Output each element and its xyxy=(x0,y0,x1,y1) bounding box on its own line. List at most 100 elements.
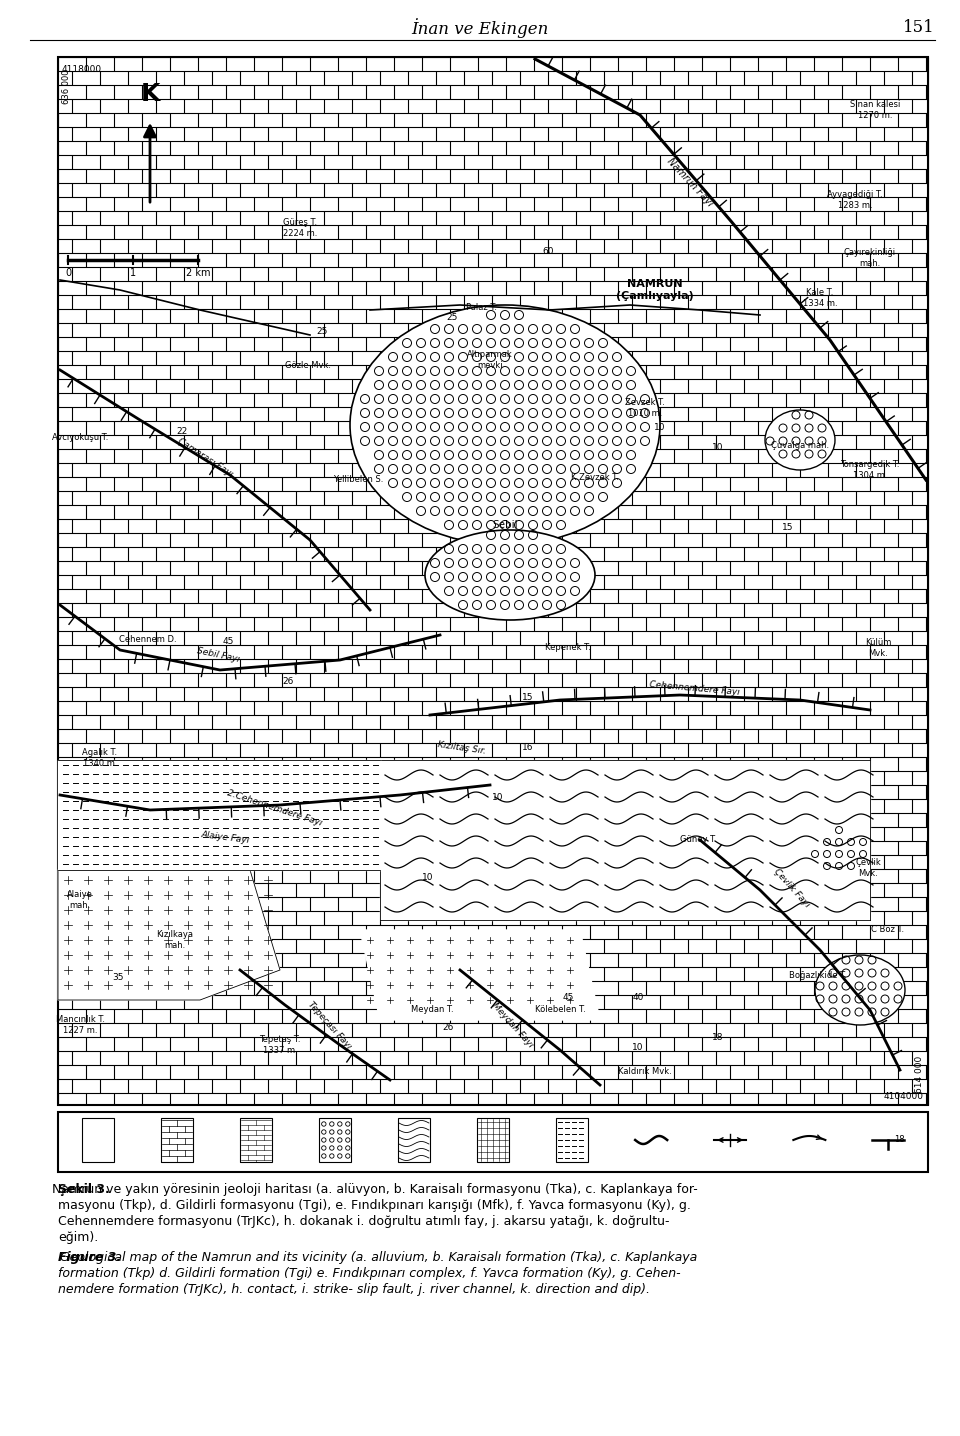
Text: 45: 45 xyxy=(223,638,233,646)
Text: formation (Tkp) d. Gildirli formation (Tgi) e. Fındıkpınarı complex, f. Yavca fo: formation (Tkp) d. Gildirli formation (T… xyxy=(58,1267,681,1279)
Text: masyonu (Tkp), d. Gildirli formasyonu (Tgi), e. Fındıkpınarı karışığı (Mfk), f. : masyonu (Tkp), d. Gildirli formasyonu (T… xyxy=(58,1199,691,1212)
Text: k: k xyxy=(885,1156,892,1166)
Circle shape xyxy=(329,1130,334,1134)
Circle shape xyxy=(338,1153,342,1159)
Text: 10: 10 xyxy=(655,424,665,432)
Text: K.Zevzek T.: K.Zevzek T. xyxy=(571,474,619,482)
Text: Figure 3.: Figure 3. xyxy=(58,1251,121,1264)
Text: Çevlik
Mvk.: Çevlik Mvk. xyxy=(855,859,881,877)
Text: Namrun Fayı: Namrun Fayı xyxy=(665,157,715,208)
Text: 2 km: 2 km xyxy=(185,269,210,279)
Text: Külüm
Mvk.: Külüm Mvk. xyxy=(865,638,891,658)
Ellipse shape xyxy=(815,955,905,1025)
Text: 1: 1 xyxy=(130,269,136,279)
Circle shape xyxy=(329,1137,334,1142)
Circle shape xyxy=(329,1122,334,1126)
Ellipse shape xyxy=(425,530,595,620)
Text: Agalık T.
1340 m.: Agalık T. 1340 m. xyxy=(83,748,117,768)
Ellipse shape xyxy=(812,827,868,873)
Text: Tepetaş T.
1337 m.: Tepetaş T. 1337 m. xyxy=(259,1035,300,1054)
Text: Meydan T.: Meydan T. xyxy=(411,1005,453,1014)
Text: Çevlik Fayı: Çevlik Fayı xyxy=(773,867,811,909)
Text: 26: 26 xyxy=(282,678,294,686)
Text: 10: 10 xyxy=(712,444,724,452)
Text: Palaz T.: Palaz T. xyxy=(467,303,497,313)
Bar xyxy=(477,1119,509,1162)
Text: 25: 25 xyxy=(316,327,327,336)
Text: Mancınlık T.
1227 m.: Mancınlık T. 1227 m. xyxy=(56,1015,105,1035)
Text: Alaiye Fayı: Alaiye Fayı xyxy=(201,830,250,846)
Circle shape xyxy=(346,1130,350,1134)
Ellipse shape xyxy=(350,304,660,546)
Text: Kölebelen T.: Kölebelen T. xyxy=(535,1005,586,1014)
Text: Çamarası Fayı: Çamarası Fayı xyxy=(176,437,234,480)
Circle shape xyxy=(338,1137,342,1142)
Text: Namrun ve yakın yöresinin jeoloji haritası (a. alüvyon, b. Karaisalı formasyonu : Namrun ve yakın yöresinin jeoloji harita… xyxy=(52,1183,698,1196)
Text: 25: 25 xyxy=(446,313,458,323)
Circle shape xyxy=(322,1146,326,1150)
Text: 40: 40 xyxy=(633,994,644,1002)
Text: Alaiye
mah.: Alaiye mah. xyxy=(67,890,93,909)
Text: Kızılkaya
mah.: Kızılkaya mah. xyxy=(156,931,194,949)
Text: 151: 151 xyxy=(903,20,935,36)
Circle shape xyxy=(322,1137,326,1142)
Text: 636 000: 636 000 xyxy=(62,69,71,103)
Text: Gözle Mvk.: Gözle Mvk. xyxy=(285,360,331,369)
Text: Yellibelen S.: Yellibelen S. xyxy=(333,475,383,484)
Text: Tonsargedik T.
1304 m.: Tonsargedik T. 1304 m. xyxy=(840,461,900,480)
Text: Güreş T.
2224 m.: Güreş T. 2224 m. xyxy=(283,218,317,238)
Polygon shape xyxy=(360,931,600,1020)
Text: Sebil Fayı: Sebil Fayı xyxy=(196,646,240,663)
Text: nemdere formation (TrJKc), h. contact, i. strike- slip fault, j. river channel, : nemdere formation (TrJKc), h. contact, i… xyxy=(58,1282,650,1297)
Text: Cehennemdere formasyonu (TrJKc), h. dokanak i. doğrultu atımlı fay, j. akarsu ya: Cehennemdere formasyonu (TrJKc), h. doka… xyxy=(58,1215,669,1228)
Polygon shape xyxy=(58,870,280,999)
Text: Ayvagediği T.
1283 m.: Ayvagediği T. 1283 m. xyxy=(828,191,883,210)
Text: Sinan kalesi
1270 m.: Sinan kalesi 1270 m. xyxy=(850,101,900,119)
Text: 22: 22 xyxy=(177,428,187,437)
Ellipse shape xyxy=(765,411,835,470)
Text: g: g xyxy=(568,1156,576,1166)
Text: eğim).: eğim). xyxy=(58,1231,98,1244)
Text: Geological map of the Namrun and its vicinity (a. alluvium, b. Karaisalı formati: Geological map of the Namrun and its vic… xyxy=(60,1251,697,1264)
Text: 45: 45 xyxy=(563,994,574,1002)
Text: K: K xyxy=(140,82,159,106)
Text: NAMRUN
(Çamlıyayla): NAMRUN (Çamlıyayla) xyxy=(616,279,694,300)
Bar xyxy=(160,1119,193,1162)
Text: Meydan Fayı: Meydan Fayı xyxy=(490,1001,535,1050)
Circle shape xyxy=(338,1130,342,1134)
Circle shape xyxy=(346,1153,350,1159)
Bar xyxy=(58,1111,928,1172)
Text: Altıparmak
mevki: Altıparmak mevki xyxy=(468,350,513,369)
Text: Kaldırık Mvk.: Kaldırık Mvk. xyxy=(618,1067,672,1077)
Text: 18: 18 xyxy=(895,1134,905,1144)
Polygon shape xyxy=(380,760,870,920)
Text: Tepeçası Fayı: Tepeçası Fayı xyxy=(306,999,353,1050)
Text: f: f xyxy=(491,1156,495,1166)
Circle shape xyxy=(329,1153,334,1159)
Text: 2.Cehennemdere Fayı: 2.Cehennemdere Fayı xyxy=(227,788,324,827)
Text: 26: 26 xyxy=(443,1024,454,1032)
Bar xyxy=(397,1119,430,1162)
Text: 4104000: 4104000 xyxy=(884,1091,924,1101)
Text: 35: 35 xyxy=(112,974,124,982)
Circle shape xyxy=(338,1122,342,1126)
Text: C Boz T.: C Boz T. xyxy=(872,925,904,935)
Circle shape xyxy=(346,1146,350,1150)
Text: 15: 15 xyxy=(522,694,534,702)
Bar xyxy=(82,1119,113,1162)
Text: 10: 10 xyxy=(492,794,504,803)
Circle shape xyxy=(322,1130,326,1134)
Polygon shape xyxy=(58,760,380,870)
Bar xyxy=(556,1119,588,1162)
Text: j: j xyxy=(807,1156,811,1166)
Text: Cehennemdere Fayı: Cehennemdere Fayı xyxy=(650,679,740,696)
Text: 614 000: 614 000 xyxy=(915,1055,924,1093)
Text: 4118000: 4118000 xyxy=(62,65,102,75)
Text: Çayırekinliği
mah.: Çayırekinliği mah. xyxy=(844,248,896,267)
Text: 60: 60 xyxy=(542,247,554,257)
Bar xyxy=(319,1119,350,1162)
Text: Güney T.: Güney T. xyxy=(680,836,716,844)
Text: İnan ve Ekingen: İnan ve Ekingen xyxy=(411,19,549,37)
Text: Çuvalga mah.: Çuvalga mah. xyxy=(771,441,829,449)
Text: c: c xyxy=(252,1156,259,1166)
